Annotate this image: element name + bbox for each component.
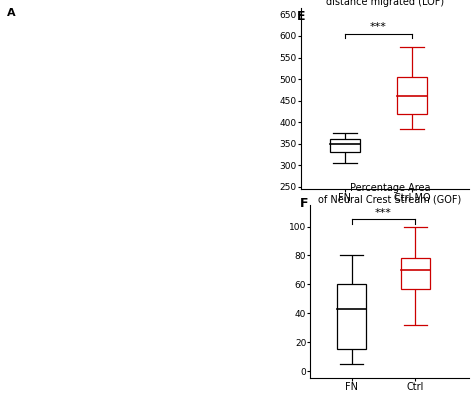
Text: ***: *** [370, 22, 387, 32]
Bar [337, 284, 366, 349]
Text: E: E [297, 10, 306, 23]
Bar [397, 77, 427, 113]
Text: B: B [8, 205, 16, 215]
Bar [329, 139, 360, 152]
Text: C: C [155, 205, 163, 215]
Text: (p=0.0003): (p=0.0003) [321, 209, 369, 218]
Title: Percentage Area
of Neural Crest Stream (GOF): Percentage Area of Neural Crest Stream (… [318, 182, 462, 204]
Text: A: A [7, 8, 16, 18]
Bar [401, 258, 429, 289]
Text: D: D [150, 8, 159, 18]
Text: F: F [300, 197, 308, 210]
Text: ***: *** [375, 208, 392, 217]
Title: Neural crest cell
distance migrated (LOF): Neural crest cell distance migrated (LOF… [326, 0, 444, 7]
